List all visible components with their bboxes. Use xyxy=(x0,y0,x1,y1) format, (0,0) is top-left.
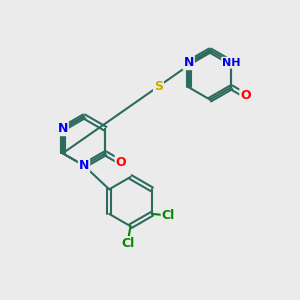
Text: S: S xyxy=(154,80,163,93)
Text: N: N xyxy=(79,159,89,172)
Text: O: O xyxy=(116,156,126,169)
Text: NH: NH xyxy=(222,58,241,68)
Text: O: O xyxy=(240,89,251,102)
Text: N: N xyxy=(58,122,68,135)
Text: Cl: Cl xyxy=(162,209,175,222)
Text: Cl: Cl xyxy=(121,237,134,250)
Text: N: N xyxy=(184,56,194,69)
